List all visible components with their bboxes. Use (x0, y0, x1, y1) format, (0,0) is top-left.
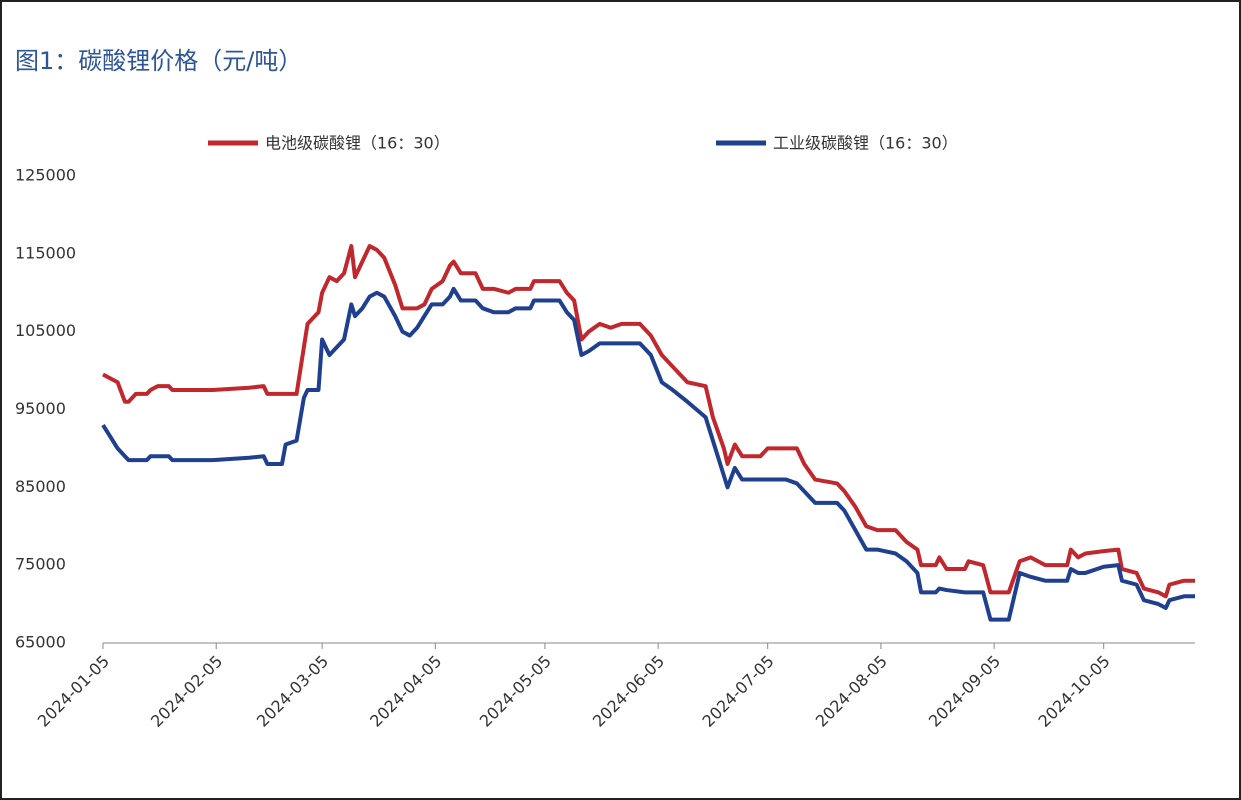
y-tick-label: 85000 (15, 477, 66, 496)
y-tick-label: 65000 (15, 633, 66, 652)
legend-label: 工业级碳酸锂（16：30） (773, 134, 958, 153)
chart-title: 图1：碳酸锂价格（元/吨） (15, 47, 302, 75)
series-line (101, 286, 1195, 622)
y-tick-label: 125000 (15, 166, 76, 185)
series-line (102, 244, 1195, 599)
y-tick-label: 115000 (15, 243, 76, 262)
legend-label: 电池级碳酸锂（16：30） (265, 134, 450, 153)
y-tick-label: 75000 (15, 555, 66, 574)
y-tick-label: 95000 (15, 399, 66, 418)
y-tick-label: 105000 (15, 321, 76, 340)
